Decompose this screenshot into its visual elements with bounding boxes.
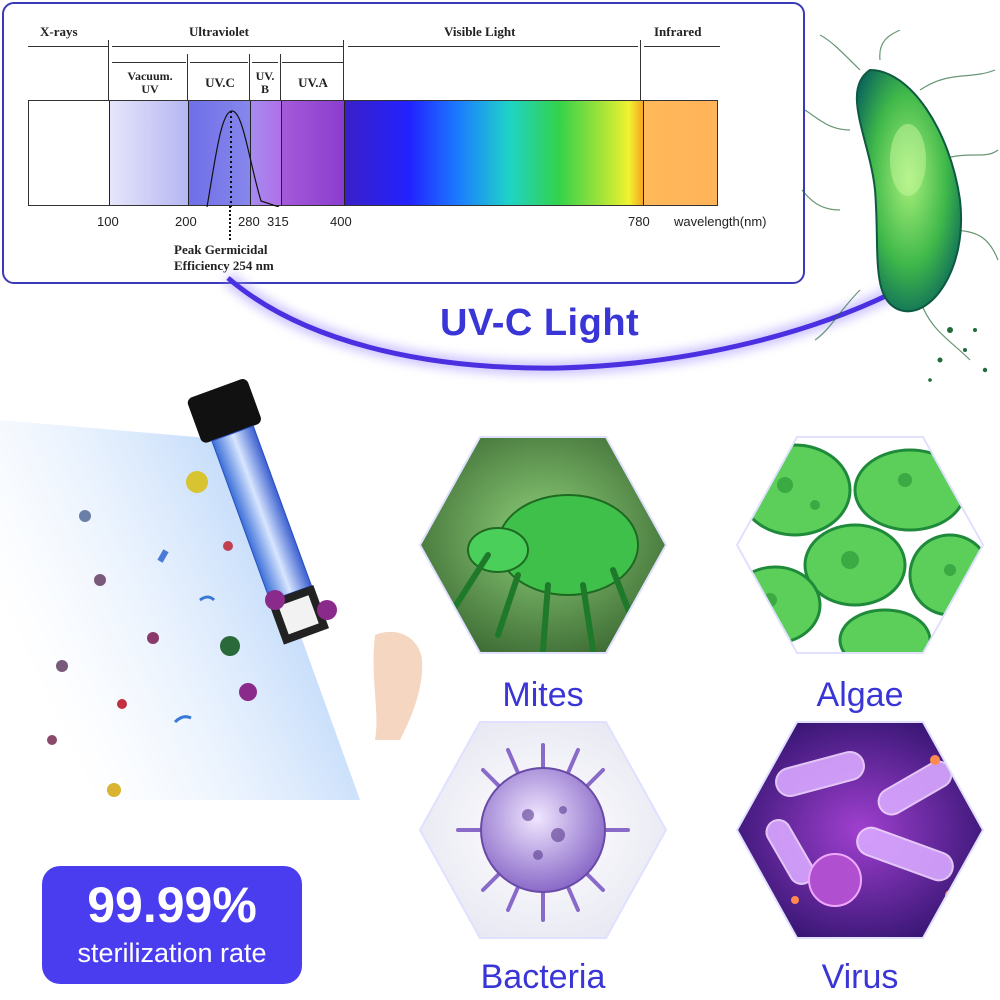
ultraviolet-range-arrow: [112, 46, 344, 47]
tick-315: 315: [267, 214, 289, 229]
tick-400: 400: [330, 214, 352, 229]
tick-line-280: [249, 54, 250, 100]
uv-beam-arc: [223, 272, 906, 376]
divider-200: [188, 101, 189, 205]
peak-leader-line: [229, 206, 231, 240]
visible-range-arrow: [348, 46, 638, 47]
region-infrared-label: Infrared: [654, 24, 702, 39]
region-ultraviolet-label: Ultraviolet: [189, 24, 249, 39]
uvb-range-arrow: [252, 62, 278, 63]
spectrum-color-bar: [28, 100, 718, 207]
tick-780: 780: [628, 214, 650, 229]
divider-280: [250, 101, 251, 205]
algae-label: Algae: [816, 676, 904, 714]
xrays-range-arrow: [28, 46, 108, 47]
virus-label: Virus: [821, 958, 899, 996]
spectrum-panel: X-rays Ultraviolet Visible Light Infrare…: [2, 2, 805, 284]
divider-315: [281, 101, 282, 205]
divider-400: [344, 101, 345, 205]
sterilization-rate-text: sterilization rate: [77, 938, 267, 968]
bacteria-label: Bacteria: [480, 958, 606, 996]
tick-280: 280: [238, 214, 260, 229]
uva-range-arrow: [282, 62, 344, 63]
tick-line-400: [343, 40, 344, 100]
axis-label: wavelength(nm): [674, 214, 767, 229]
virus-hexagon: [735, 721, 985, 939]
divider-780: [643, 101, 644, 205]
bacterium-icon: [801, 30, 999, 382]
uvc-light-title: UV-C Light: [440, 302, 640, 344]
algae-hexagon: [735, 436, 985, 654]
infrared-range-arrow: [644, 46, 720, 47]
sterilization-rate-value: 99.99%: [87, 877, 257, 933]
germicidal-curve: [206, 110, 280, 207]
tick-line-200: [187, 54, 188, 100]
region-visible-label: Visible Light: [444, 24, 516, 39]
germ-particles: [47, 471, 337, 797]
peak-note-line2: Efficiency 254 nm: [174, 258, 274, 273]
tick-line-315: [280, 54, 281, 100]
region-xrays-label: X-rays: [40, 24, 78, 39]
mites-hexagon: [418, 436, 668, 654]
bacteria-hexagon: [418, 721, 668, 939]
sterilization-rate-badge: 99.99% sterilization rate: [42, 866, 302, 984]
uvc-range-arrow: [190, 62, 248, 63]
tick-line-100: [108, 40, 109, 100]
tick-100: 100: [97, 214, 119, 229]
tick-200: 200: [175, 214, 197, 229]
vacuum-uv-range-arrow: [112, 62, 186, 63]
mites-label: Mites: [502, 676, 584, 714]
uvc-label: UV.C: [205, 75, 235, 90]
peak-note-line1: Peak Germicidal: [174, 242, 268, 257]
tick-line-780: [640, 40, 641, 100]
uvb-label: UV. B: [255, 69, 275, 96]
divider-100: [109, 101, 110, 205]
vacuum-uv-label: Vacuum. UV: [127, 69, 173, 96]
uva-label: UV.A: [298, 75, 328, 90]
